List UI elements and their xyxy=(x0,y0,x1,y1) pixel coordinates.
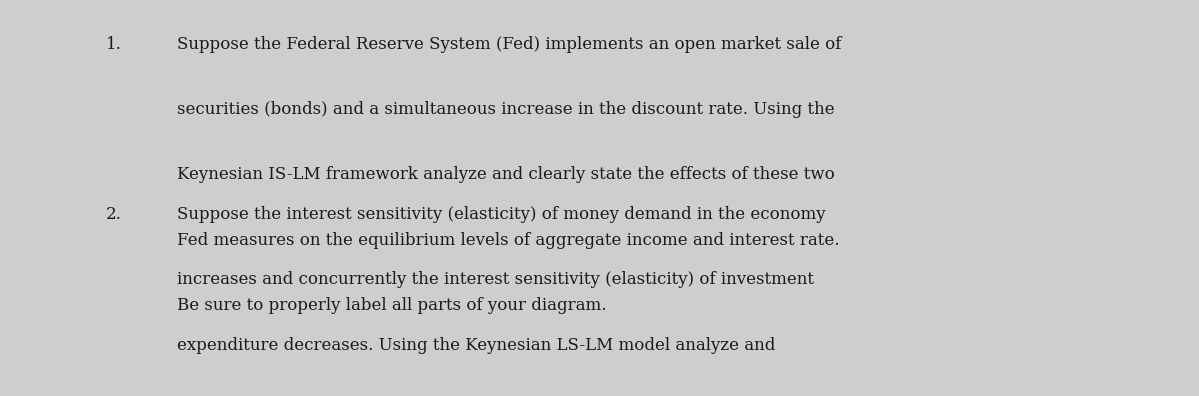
Text: increases and concurrently the interest sensitivity (elasticity) of investment: increases and concurrently the interest … xyxy=(177,271,814,288)
Text: Suppose the Federal Reserve System (Fed) implements an open market sale of: Suppose the Federal Reserve System (Fed)… xyxy=(177,36,842,53)
Text: securities (bonds) and a simultaneous increase in the discount rate. Using the: securities (bonds) and a simultaneous in… xyxy=(177,101,835,118)
Text: Be sure to properly label all parts of your diagram.: Be sure to properly label all parts of y… xyxy=(177,297,607,314)
Text: Fed measures on the equilibrium levels of aggregate income and interest rate.: Fed measures on the equilibrium levels o… xyxy=(177,232,840,249)
Text: expenditure decreases. Using the Keynesian LS-LM model analyze and: expenditure decreases. Using the Keynesi… xyxy=(177,337,776,354)
Text: 2.: 2. xyxy=(106,206,121,223)
Text: Keynesian IS-LM framework analyze and clearly state the effects of these two: Keynesian IS-LM framework analyze and cl… xyxy=(177,166,836,183)
Text: 1.: 1. xyxy=(106,36,121,53)
Text: Suppose the interest sensitivity (elasticity) of money demand in the economy: Suppose the interest sensitivity (elasti… xyxy=(177,206,826,223)
